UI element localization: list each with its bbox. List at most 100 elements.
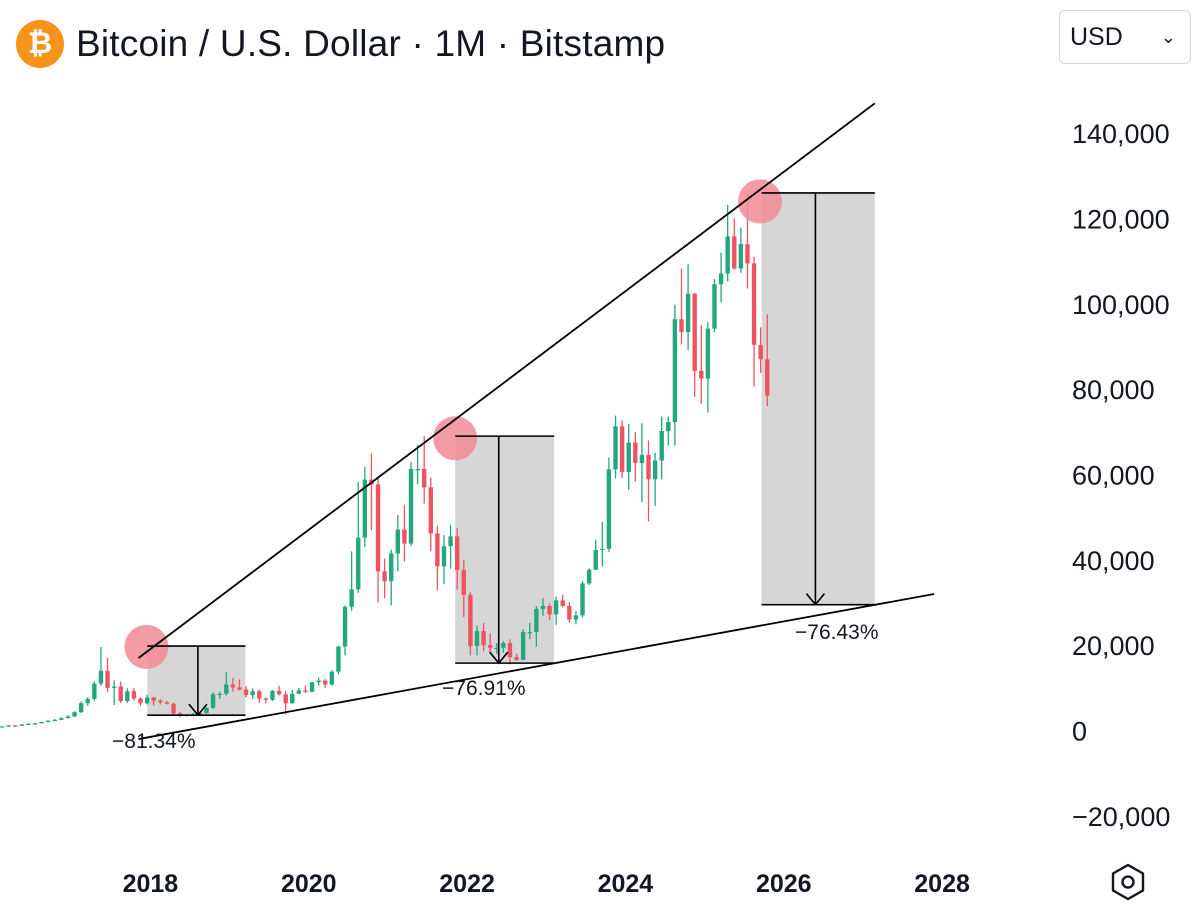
candle-body <box>6 725 11 727</box>
candle-body <box>712 284 717 329</box>
y-tick-label: 20,000 <box>1072 631 1155 661</box>
candle-body <box>78 703 84 713</box>
upper-trendline <box>138 102 876 659</box>
candle-body <box>362 479 368 538</box>
candle-body <box>481 631 486 646</box>
candle-body <box>646 454 651 480</box>
chevron-down-icon: ⌄ <box>1160 26 1176 47</box>
candle-body <box>342 606 348 647</box>
lower-trendline <box>138 593 935 740</box>
candle-body <box>580 583 585 616</box>
candle-body <box>336 646 341 672</box>
candle-body <box>685 293 691 333</box>
currency-select[interactable]: USD ⌄ <box>1059 10 1191 64</box>
candle-body <box>751 263 757 345</box>
drawdown-label-2: −76.91% <box>442 677 526 700</box>
candle-body <box>679 319 684 333</box>
peak-marker-1 <box>124 624 169 669</box>
drawdown-arrows <box>147 192 875 717</box>
y-tick-label: 120,000 <box>1072 205 1170 235</box>
x-tick-label: 2018 <box>123 870 179 898</box>
candle-body <box>276 690 282 695</box>
candle-body <box>474 631 480 647</box>
chart-header: ₿ Bitcoin / U.S. Dollar · 1M · Bitstamp <box>16 14 665 74</box>
y-tick-label: 140,000 <box>1072 119 1170 149</box>
candle-body <box>666 422 671 432</box>
x-axis: 2018 2020 2022 2024 2026 2028 <box>123 870 970 898</box>
chart-title: Bitcoin / U.S. Dollar · 1M · Bitstamp <box>76 23 666 64</box>
candle-body <box>600 548 605 551</box>
candle-body <box>659 431 664 461</box>
candle-body <box>639 454 645 464</box>
y-tick-label: 60,000 <box>1072 461 1155 491</box>
candle-body <box>263 698 269 700</box>
candle-body <box>283 694 288 704</box>
hexagon-gear-icon[interactable] <box>1108 862 1148 902</box>
candle-body <box>633 442 638 464</box>
candle-body <box>540 605 546 609</box>
candle-body <box>12 725 18 727</box>
drawdown-box-3 <box>761 192 875 605</box>
candle-body <box>138 698 143 704</box>
candle-body <box>105 670 110 688</box>
candle-body <box>356 537 361 590</box>
drawdown-arrowhead-2 <box>489 651 509 665</box>
candle-body <box>395 529 401 554</box>
candle-body <box>758 344 763 360</box>
candle-body <box>402 529 407 544</box>
candle-body <box>111 686 117 688</box>
candle-body <box>270 690 275 700</box>
candle-body <box>0 726 5 728</box>
candle-body <box>26 723 31 726</box>
candle-body <box>171 703 176 714</box>
candle-body <box>210 694 216 708</box>
x-tick-label: 2020 <box>281 870 337 898</box>
candle-body <box>652 460 658 480</box>
bitcoin-icon: ₿ <box>16 20 64 68</box>
candle-body <box>606 469 612 549</box>
y-axis: 140,000 120,000 100,000 80,000 60,000 40,000 2… <box>1072 119 1170 832</box>
candle-body <box>131 691 137 699</box>
drawdown-arrowhead-1 <box>188 703 208 717</box>
y-tick-label: 40,000 <box>1072 546 1155 576</box>
candle-body <box>699 370 704 379</box>
candle-body <box>382 571 387 582</box>
candle-body <box>98 670 104 684</box>
y-tick-label: 0 <box>1072 717 1087 747</box>
candle-body <box>204 707 209 714</box>
candle-body <box>520 631 526 660</box>
y-tick-label: −20,000 <box>1072 802 1170 832</box>
candle-body <box>224 684 229 694</box>
candle-body <box>164 702 170 704</box>
candle-body <box>65 716 71 719</box>
candle-body <box>19 724 24 726</box>
candle-body <box>547 605 552 615</box>
candle-body <box>613 426 618 470</box>
candle-body <box>329 671 335 685</box>
candle-body <box>765 359 770 396</box>
candle-body <box>487 645 493 648</box>
candle-body <box>672 319 678 423</box>
candle-body <box>501 643 506 648</box>
candle-body <box>454 536 460 571</box>
candle-body <box>118 686 123 702</box>
candle-body <box>85 698 90 704</box>
candle-body <box>468 594 473 647</box>
candle-body <box>507 643 513 658</box>
candle-body <box>296 690 302 694</box>
candle-body <box>428 487 433 534</box>
candle-body <box>323 680 328 685</box>
candle-body <box>45 720 51 723</box>
candle-body <box>494 647 499 650</box>
candle-body <box>158 700 163 703</box>
candle-body <box>243 689 249 696</box>
candle-body <box>408 468 414 544</box>
x-tick-label: 2022 <box>439 870 495 898</box>
candle-body <box>250 691 255 696</box>
trend-lines <box>138 102 935 740</box>
candle-body <box>144 697 150 704</box>
candle-body <box>177 713 183 715</box>
candle-body <box>626 442 631 472</box>
candle-body <box>738 244 744 269</box>
